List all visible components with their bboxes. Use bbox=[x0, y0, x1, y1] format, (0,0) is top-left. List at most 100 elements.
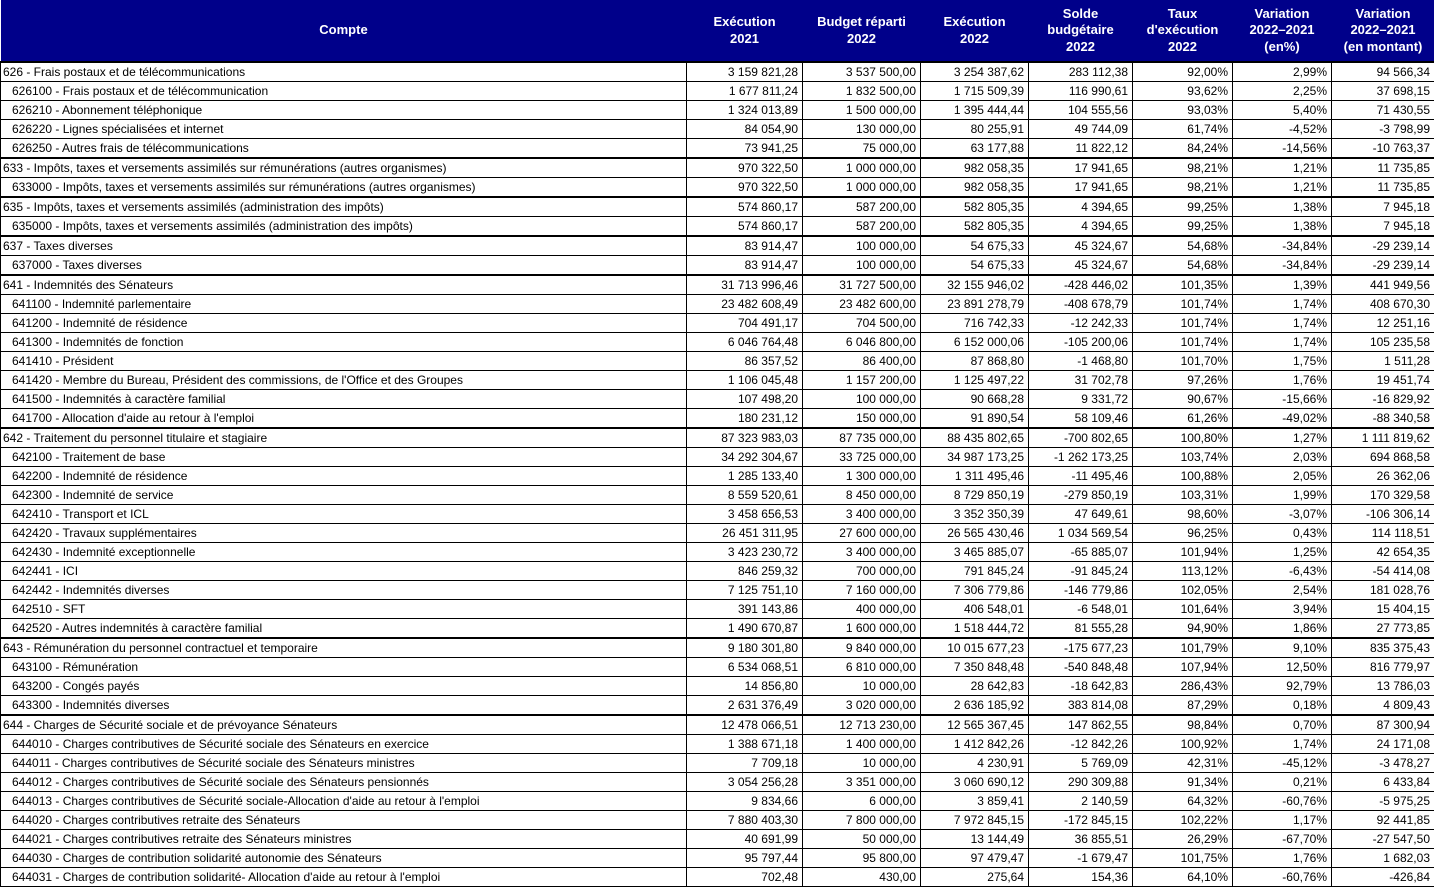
value-cell: 100 000,00 bbox=[803, 390, 921, 409]
value-cell: -6,43% bbox=[1233, 562, 1332, 581]
value-cell: 37 698,15 bbox=[1332, 82, 1434, 101]
value-cell: 84,24% bbox=[1133, 139, 1233, 159]
value-cell: 92 441,85 bbox=[1332, 811, 1434, 830]
value-cell: 34 292 304,67 bbox=[687, 448, 803, 467]
value-cell: 5,40% bbox=[1233, 101, 1332, 120]
value-cell: 50 000,00 bbox=[803, 830, 921, 849]
value-cell: 6 534 068,51 bbox=[687, 658, 803, 677]
value-cell: 26 362,06 bbox=[1332, 467, 1434, 486]
value-cell: 114 118,51 bbox=[1332, 524, 1434, 543]
value-cell: 1,86% bbox=[1233, 619, 1332, 639]
table-row: 644021 - Charges contributives retraite … bbox=[1, 830, 1434, 849]
value-cell: 6 046 764,48 bbox=[687, 333, 803, 352]
account-cell: 626 - Frais postaux et de télécommunicat… bbox=[1, 62, 687, 82]
value-cell: 101,70% bbox=[1133, 352, 1233, 371]
value-cell: 7 880 403,30 bbox=[687, 811, 803, 830]
value-cell: 5 769,09 bbox=[1029, 754, 1133, 773]
value-cell: 71 430,55 bbox=[1332, 101, 1434, 120]
value-cell: 283 112,38 bbox=[1029, 62, 1133, 82]
value-cell: 982 058,35 bbox=[921, 158, 1029, 178]
value-cell: 9,10% bbox=[1233, 638, 1332, 658]
value-cell: 98,21% bbox=[1133, 178, 1233, 198]
value-cell: 7 306 779,86 bbox=[921, 581, 1029, 600]
column-header-compte: Compte bbox=[1, 0, 687, 62]
value-cell: 0,43% bbox=[1233, 524, 1332, 543]
table-row: 644010 - Charges contributives de Sécuri… bbox=[1, 735, 1434, 754]
value-cell: 2,05% bbox=[1233, 467, 1332, 486]
value-cell: 574 860,17 bbox=[687, 197, 803, 217]
value-cell: -12 242,33 bbox=[1029, 314, 1133, 333]
value-cell: 54,68% bbox=[1133, 236, 1233, 256]
value-cell: 1 000 000,00 bbox=[803, 158, 921, 178]
value-cell: 24 171,08 bbox=[1332, 735, 1434, 754]
value-cell: -105 200,06 bbox=[1029, 333, 1133, 352]
value-cell: -91 845,24 bbox=[1029, 562, 1133, 581]
value-cell: 12 713 230,00 bbox=[803, 715, 921, 735]
value-cell: 54 675,33 bbox=[921, 236, 1029, 256]
value-cell: 40 691,99 bbox=[687, 830, 803, 849]
value-cell: 102,22% bbox=[1133, 811, 1233, 830]
column-header-solde-budgetaire-2022: Solde budgétaire 2022 bbox=[1029, 0, 1133, 62]
value-cell: 1 034 569,54 bbox=[1029, 524, 1133, 543]
value-cell: 1 518 444,72 bbox=[921, 619, 1029, 639]
value-cell: 6 046 800,00 bbox=[803, 333, 921, 352]
value-cell: 3,94% bbox=[1233, 600, 1332, 619]
value-cell: 1 300 000,00 bbox=[803, 467, 921, 486]
value-cell: -1 262 173,25 bbox=[1029, 448, 1133, 467]
value-cell: 702,48 bbox=[687, 868, 803, 887]
value-cell: 23 891 278,79 bbox=[921, 295, 1029, 314]
account-cell: 644013 - Charges contributives de Sécuri… bbox=[1, 792, 687, 811]
value-cell: 101,74% bbox=[1133, 295, 1233, 314]
value-cell: 130 000,00 bbox=[803, 120, 921, 139]
value-cell: 83 914,47 bbox=[687, 236, 803, 256]
value-cell: 42,31% bbox=[1133, 754, 1233, 773]
value-cell: 26 565 430,46 bbox=[921, 524, 1029, 543]
value-cell: 61,74% bbox=[1133, 120, 1233, 139]
value-cell: 275,64 bbox=[921, 868, 1029, 887]
value-cell: 835 375,43 bbox=[1332, 638, 1434, 658]
value-cell: 80 255,91 bbox=[921, 120, 1029, 139]
account-cell: 637 - Taxes diverses bbox=[1, 236, 687, 256]
value-cell: 90,67% bbox=[1133, 390, 1233, 409]
account-cell: 644 - Charges de Sécurité sociale et de … bbox=[1, 715, 687, 735]
value-cell: 970 322,50 bbox=[687, 158, 803, 178]
value-cell: 1 715 509,39 bbox=[921, 82, 1029, 101]
table-row-group: 635 - Impôts, taxes et versements assimi… bbox=[1, 197, 1434, 217]
value-cell: 11 735,85 bbox=[1332, 178, 1434, 198]
value-cell: 441 949,56 bbox=[1332, 275, 1434, 295]
value-cell: 3 859,41 bbox=[921, 792, 1029, 811]
table-row: 635000 - Impôts, taxes et versements ass… bbox=[1, 217, 1434, 237]
value-cell: 94,90% bbox=[1133, 619, 1233, 639]
value-cell: 49 744,09 bbox=[1029, 120, 1133, 139]
column-header-budget-reparti-2022: Budget réparti 2022 bbox=[803, 0, 921, 62]
value-cell: 84 054,90 bbox=[687, 120, 803, 139]
value-cell: 290 309,88 bbox=[1029, 773, 1133, 792]
account-cell: 642430 - Indemnité exceptionnelle bbox=[1, 543, 687, 562]
value-cell: 1 511,28 bbox=[1332, 352, 1434, 371]
column-header-execution-2022: Exécution 2022 bbox=[921, 0, 1029, 62]
account-cell: 641700 - Allocation d'aide au retour à l… bbox=[1, 409, 687, 429]
value-cell: 286,43% bbox=[1133, 677, 1233, 696]
account-cell: 644010 - Charges contributives de Sécuri… bbox=[1, 735, 687, 754]
value-cell: -14,56% bbox=[1233, 139, 1332, 159]
account-cell: 643300 - Indemnités diverses bbox=[1, 696, 687, 716]
value-cell: 64,10% bbox=[1133, 868, 1233, 887]
value-cell: 1 111 819,62 bbox=[1332, 428, 1434, 448]
value-cell: 12,50% bbox=[1233, 658, 1332, 677]
header-row: Compte Exécution 2021 Budget réparti 202… bbox=[1, 0, 1434, 62]
value-cell: 3 352 350,39 bbox=[921, 505, 1029, 524]
account-cell: 642520 - Autres indemnités à caractère f… bbox=[1, 619, 687, 639]
value-cell: -11 495,46 bbox=[1029, 467, 1133, 486]
value-cell: -12 842,26 bbox=[1029, 735, 1133, 754]
value-cell: -29 239,14 bbox=[1332, 236, 1434, 256]
value-cell: 3 020 000,00 bbox=[803, 696, 921, 716]
value-cell: 17 941,65 bbox=[1029, 158, 1133, 178]
value-cell: 7 972 845,15 bbox=[921, 811, 1029, 830]
